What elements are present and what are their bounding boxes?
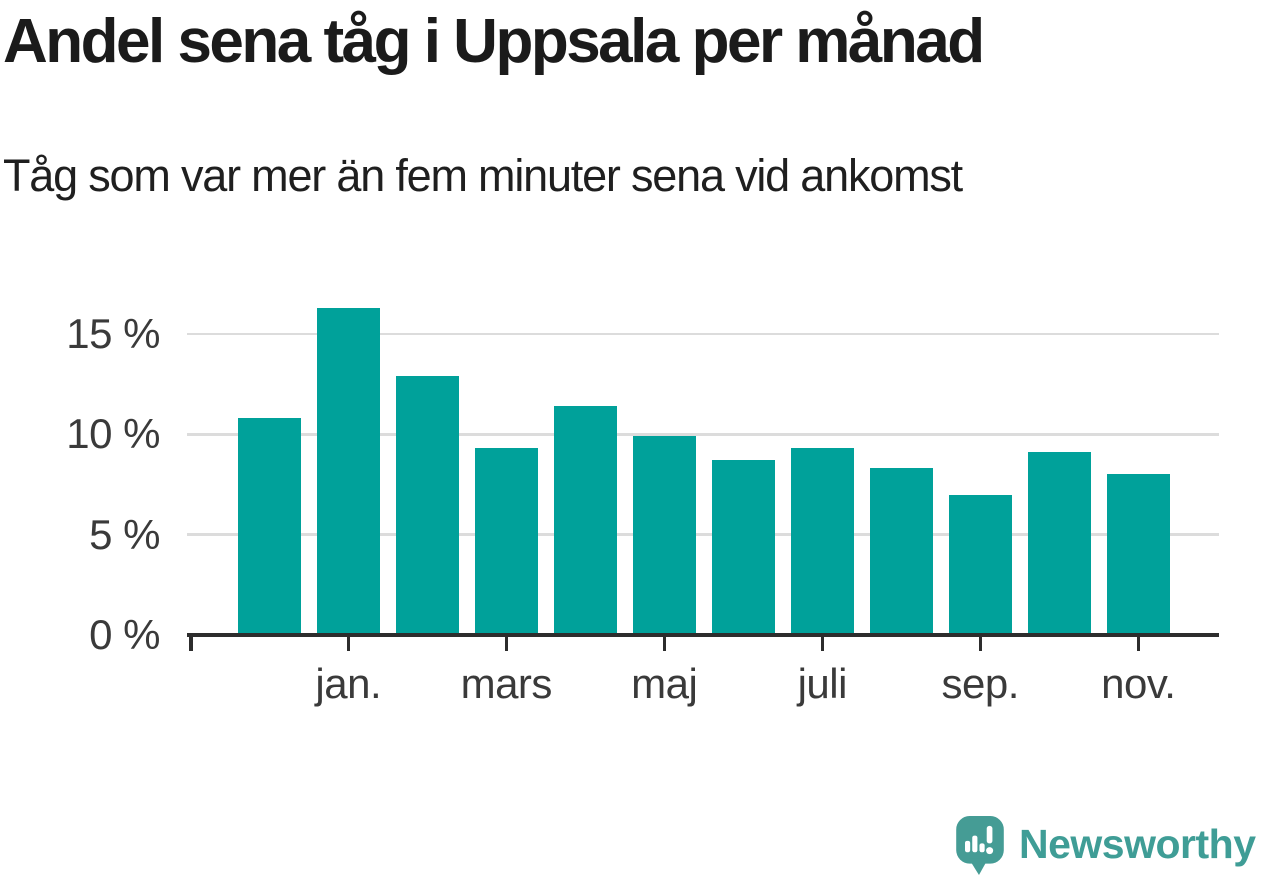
bar: [632, 436, 696, 635]
x-axis-tick-mark: [978, 637, 982, 651]
x-axis-origin-tick: [189, 633, 193, 651]
x-axis-tick-label: juli: [797, 660, 848, 707]
newsworthy-logo-text: Newsworthy: [1019, 820, 1256, 867]
bar: [395, 376, 459, 635]
x-axis-tick-label: maj: [631, 660, 698, 707]
x-axis-tick-mark: [504, 637, 508, 651]
x-axis-tick-label: jan.: [315, 660, 382, 707]
bar: [790, 448, 854, 635]
x-axis-tick-label: sep.: [941, 660, 1020, 707]
bar: [711, 460, 775, 635]
x-axis-tick-mark: [820, 637, 824, 651]
bar: [1106, 474, 1170, 635]
x-axis-tick-mark: [346, 637, 350, 651]
bar: [553, 406, 617, 635]
bar: [237, 418, 301, 635]
x-axis-tick-mark: [662, 637, 666, 651]
bar: [474, 448, 538, 635]
x-axis-tick-mark: [1136, 637, 1140, 651]
newsworthy-logo: Newsworthy: [956, 816, 1256, 876]
chart-subtitle: Tåg som var mer än fem minuter sena vid …: [3, 150, 963, 201]
y-axis-tick-label: 5 %: [89, 510, 160, 558]
chart-title: Andel sena tåg i Uppsala per månad: [3, 7, 985, 76]
y-axis-tick-label: 10 %: [66, 410, 160, 458]
y-axis-tick-label: 0 %: [89, 611, 160, 658]
gridline: [187, 533, 1219, 536]
x-axis-tick-label: mars: [460, 660, 553, 707]
bar: [869, 468, 933, 635]
bar: [316, 307, 380, 635]
x-axis-tick-label: nov.: [1101, 660, 1176, 707]
newsworthy-speech-bubble-bar-chart-icon: [956, 816, 1004, 875]
gridline: [187, 433, 1219, 436]
bar: [1027, 452, 1091, 635]
x-axis-line: [187, 633, 1219, 637]
gridline: [187, 332, 1219, 336]
bar: [948, 494, 1012, 635]
y-axis-tick-label: 15 %: [66, 309, 160, 357]
